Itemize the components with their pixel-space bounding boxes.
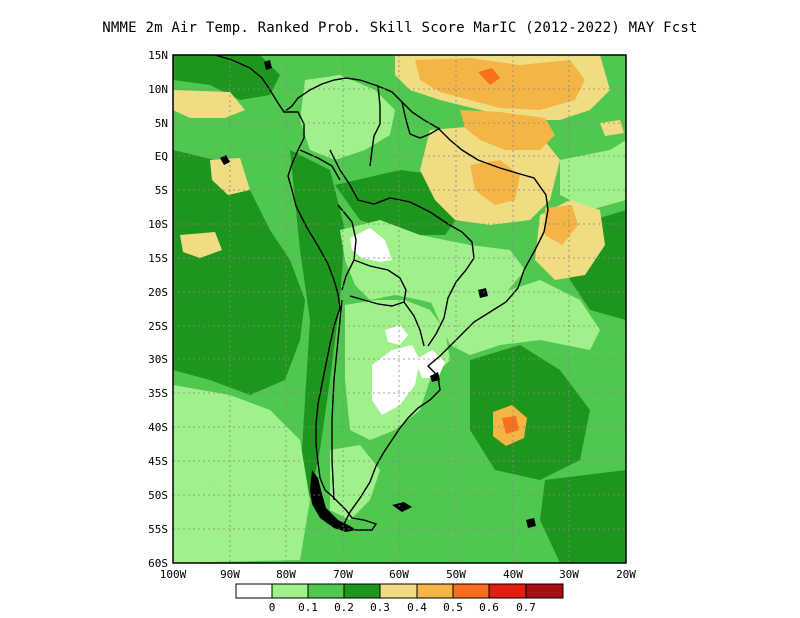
field-yellow-pacific-1	[173, 90, 245, 118]
colorbar-label: 0.4	[407, 601, 427, 614]
map-gridlines	[173, 55, 626, 563]
lat-axis: 15N 10N 5N EQ 5S 10S 15S 20S 25S 30S 35S…	[148, 49, 168, 570]
field-dark-green-pacific	[173, 150, 305, 395]
colorbar-swatch-8	[525, 583, 564, 599]
field-light-green-colombia	[300, 75, 395, 160]
field-yellow-pacific-3	[180, 232, 222, 258]
field-yellow-east-small	[600, 120, 624, 136]
lat-label: 5S	[155, 184, 168, 197]
islands	[220, 60, 536, 532]
colorbar-label: 0.7	[516, 601, 536, 614]
south-georgia-island	[526, 518, 536, 528]
colombia-peru-border	[299, 149, 341, 181]
bolivia-border	[349, 259, 407, 307]
map-field	[173, 55, 626, 563]
colorbar: 0 0.1 0.2 0.3 0.4 0.5 0.6 0.7	[235, 583, 564, 614]
galapagos-islands	[220, 155, 230, 165]
lat-label: 45S	[148, 455, 168, 468]
field-light-green-east-ne	[560, 140, 626, 210]
lon-axis: 100W 90W 80W 70W 60W 50W 40W 30W 20W	[160, 568, 637, 581]
field-dark-green-andes	[290, 150, 345, 500]
lat-label: 15N	[148, 49, 168, 62]
caribbean-island	[264, 60, 272, 70]
colorbar-swatch-5	[416, 583, 454, 599]
lat-label: 30S	[148, 353, 168, 366]
falkland-islands	[392, 502, 412, 512]
field-white-argentina	[372, 345, 420, 415]
chile-argentina-border	[331, 299, 343, 501]
lat-label: EQ	[155, 150, 168, 163]
paraguay-border	[403, 301, 425, 347]
lat-label: 15S	[148, 252, 168, 265]
colorbar-swatch-0	[235, 583, 273, 599]
field-white-bolivia	[350, 228, 392, 262]
lon-label: 70W	[333, 568, 353, 581]
lat-label: 20S	[148, 286, 168, 299]
colorbar-label: 0	[269, 601, 276, 614]
colorbar-label: 0.5	[443, 601, 463, 614]
lat-label: 35S	[148, 387, 168, 400]
lon-label: 80W	[276, 568, 296, 581]
colorbar-label: 0.2	[334, 601, 354, 614]
lon-label: 90W	[220, 568, 240, 581]
coastlines	[214, 55, 549, 531]
colorbar-label: 0.1	[298, 601, 318, 614]
field-redorange-caribbean	[478, 68, 500, 85]
lon-label: 40W	[503, 568, 523, 581]
map-frame	[172, 54, 627, 564]
lat-label: 55S	[148, 523, 168, 536]
lon-label: 100W	[160, 568, 187, 581]
field-orange-caribbean	[415, 58, 585, 110]
lon-label: 50W	[446, 568, 466, 581]
lat-label: 10S	[148, 218, 168, 231]
lon-label: 30W	[559, 568, 579, 581]
colorbar-swatch-1	[271, 583, 309, 599]
colorbar-swatch-2	[307, 583, 345, 599]
lat-label: 10N	[148, 83, 168, 96]
guianas-border	[401, 101, 441, 139]
field-redorange-south-atlantic	[502, 416, 519, 434]
fjords	[310, 470, 356, 532]
colorbar-label: 0.3	[370, 601, 390, 614]
peru-bolivia-border	[337, 204, 357, 291]
field-orange-ne-brazil	[470, 160, 520, 205]
lat-label: 60S	[148, 557, 168, 570]
field-orange-atlantic-se	[545, 205, 578, 245]
field-orange-guianas	[460, 110, 555, 150]
field-white-chaco	[385, 325, 408, 345]
brazil-lake	[478, 288, 488, 298]
colorbar-swatch-3	[343, 583, 381, 599]
colorbar-label: 0.6	[479, 601, 499, 614]
map-title: NMME 2m Air Temp. Ranked Prob. Skill Sco…	[102, 20, 698, 36]
field-light-green-southwest	[173, 480, 270, 555]
lon-label: 60W	[389, 568, 409, 581]
field-light-green-patagonia	[330, 445, 380, 520]
field-light-green-atlantic	[430, 280, 600, 355]
colorbar-swatch-4	[379, 583, 418, 599]
colorbar-swatch-6	[452, 583, 490, 599]
colorbar-swatch-7	[488, 583, 527, 599]
field-dark-green-southeast	[540, 470, 626, 563]
lon-label: 20W	[616, 568, 636, 581]
lat-label: 50S	[148, 489, 168, 502]
field-dark-green-south-atlantic	[470, 345, 590, 480]
venezuela-colombia-border	[369, 85, 381, 167]
brazil-border	[329, 149, 475, 347]
uruguay-island	[430, 372, 440, 382]
lat-label: 40S	[148, 421, 168, 434]
lat-label: 5N	[155, 117, 168, 130]
lat-label: 25S	[148, 320, 168, 333]
